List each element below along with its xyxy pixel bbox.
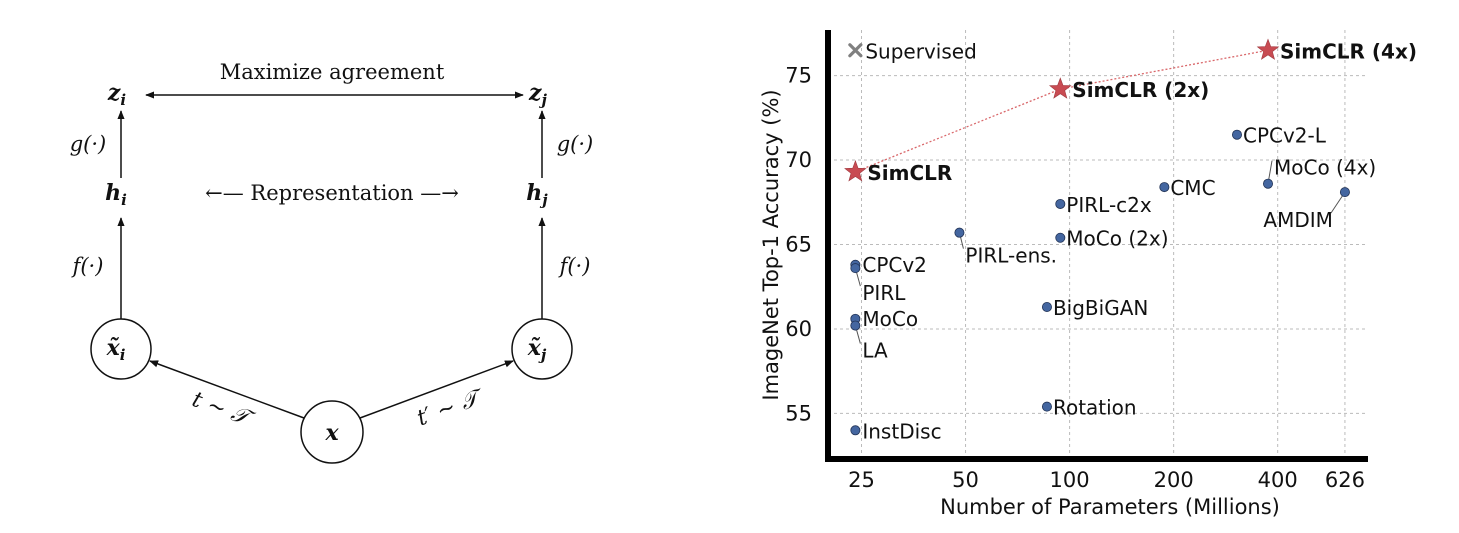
point-label: CPCv2 <box>862 253 927 277</box>
data-point <box>1041 401 1052 412</box>
point-label: PIRL <box>862 281 906 305</box>
point-label: PIRL-ens. <box>965 244 1057 268</box>
g-right-label: g(·) <box>557 132 594 156</box>
arrow-x-to-xj <box>359 360 514 419</box>
x-tick-label: 100 <box>1050 468 1090 492</box>
f-right-label: f(·) <box>558 254 591 278</box>
data-point <box>1159 182 1170 193</box>
data-point <box>1339 187 1350 198</box>
simclr-label: SimCLR (2x) <box>1072 78 1209 102</box>
data-point <box>1231 129 1242 140</box>
framework-diagram: x x̃i x̃j hi hj zi zj Maximize agreement… <box>70 60 594 464</box>
x-tick-label: 200 <box>1154 468 1194 492</box>
data-point <box>1055 232 1066 243</box>
node-zj-label: zj <box>528 80 548 109</box>
node-xj-label: x̃j <box>527 335 547 364</box>
arrow-x-to-xi <box>149 360 305 419</box>
data-point <box>954 227 965 238</box>
x-tick-label: 25 <box>848 468 875 492</box>
point-label: MoCo <box>862 307 918 331</box>
t-left-label: t ∼ 𝒯 <box>189 387 259 433</box>
data-point <box>1055 198 1066 209</box>
g-left-label: g(·) <box>70 132 107 156</box>
node-x-circle <box>300 400 364 464</box>
point-label: CMC <box>1170 176 1215 200</box>
x-tick-label: 626 <box>1325 468 1365 492</box>
y-tick-label: 65 <box>785 233 812 257</box>
point-label: MoCo (2x) <box>1066 227 1168 251</box>
simclr-star-marker <box>844 160 867 182</box>
simclr-star-marker <box>1048 77 1072 99</box>
x-axis-title: Number of Parameters (Millions) <box>940 495 1280 519</box>
y-tick-label: 55 <box>785 401 812 425</box>
data-point <box>1041 301 1052 312</box>
supervised-x-marker <box>848 43 863 58</box>
simclr-star-marker <box>1256 38 1280 60</box>
y-axis-title: ImageNet Top-1 Accuracy (%) <box>759 89 783 400</box>
node-x-label: x <box>324 420 339 446</box>
point-label: PIRL-c2x <box>1066 193 1152 217</box>
y-tick-label: 75 <box>785 64 812 88</box>
point-label: LA <box>862 339 888 363</box>
node-hi-label: hi <box>105 180 127 209</box>
simclr-trend-line <box>855 49 1269 173</box>
node-hj-label: hj <box>526 180 548 209</box>
node-zi-label: zi <box>107 80 127 109</box>
data-point <box>850 425 861 436</box>
point-label: InstDisc <box>862 419 941 443</box>
y-tick-label: 70 <box>785 148 812 172</box>
point-label: MoCo (4x) <box>1274 156 1376 180</box>
f-left-label: f(·) <box>71 254 104 278</box>
legend-label-supervised: Supervised <box>865 39 976 63</box>
axis-ticks: 25 50 100 200 400 626 55 60 65 70 75 <box>785 64 1365 492</box>
grid-lines <box>828 30 1368 459</box>
node-xi-label: x̃i <box>106 335 126 364</box>
maximize-agreement-label: Maximize agreement <box>220 60 445 84</box>
x-tick-label: 50 <box>952 468 979 492</box>
point-label: CPCv2-L <box>1243 124 1327 148</box>
point-label: AMDIM <box>1263 208 1333 232</box>
data-point <box>850 320 861 331</box>
representation-label: ←— Representation —→ <box>205 181 459 205</box>
point-label: BigBiGAN <box>1053 296 1148 320</box>
simclr-label: SimCLR <box>867 161 952 185</box>
data-point <box>1263 178 1274 189</box>
point-label: Rotation <box>1053 396 1137 420</box>
x-tick-label: 400 <box>1258 468 1298 492</box>
simclr-label: SimCLR (4x) <box>1280 39 1417 63</box>
t-right-label: t′ ∼ 𝒯 <box>414 384 489 432</box>
y-tick-label: 60 <box>785 317 812 341</box>
data-point <box>850 263 861 274</box>
